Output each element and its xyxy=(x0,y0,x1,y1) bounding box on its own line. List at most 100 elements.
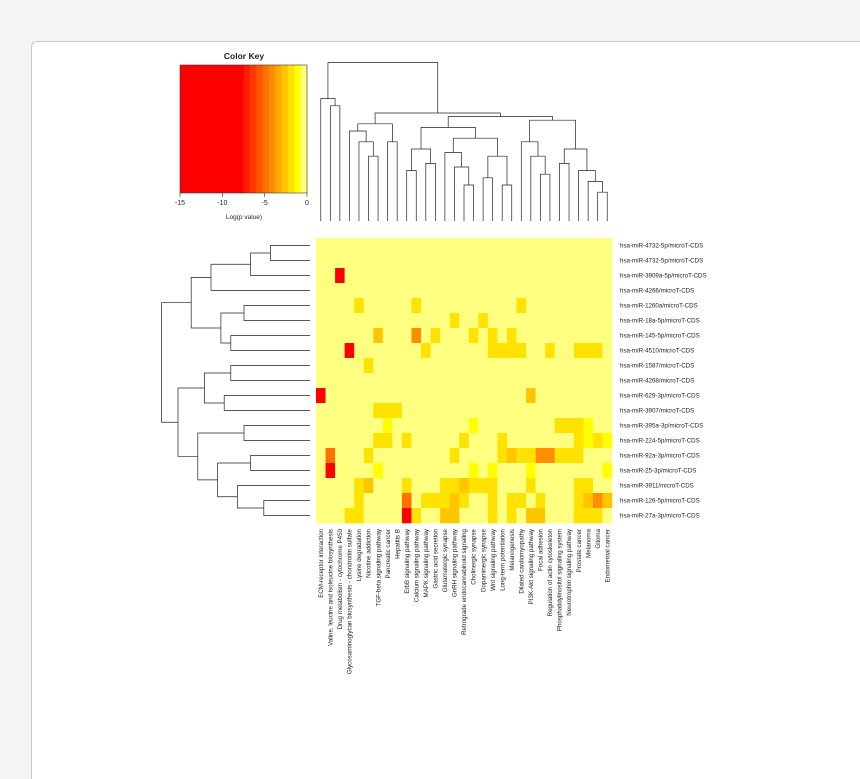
heatmap-cell xyxy=(411,328,422,344)
heatmap-cell xyxy=(421,253,431,269)
heatmap-cell xyxy=(344,388,355,404)
dendrogram-link xyxy=(220,312,244,344)
heatmap-cell xyxy=(487,508,498,524)
heatmap-cell xyxy=(354,268,365,284)
heatmap-cell xyxy=(583,508,594,524)
color-key-strip xyxy=(256,65,263,193)
heatmap-cell xyxy=(430,283,441,299)
heatmap-cell xyxy=(526,388,536,404)
heatmap-cell xyxy=(392,493,403,509)
heatmap-cell xyxy=(449,463,460,479)
heatmap-cell xyxy=(373,508,384,524)
heatmap-cell xyxy=(344,238,355,254)
dendrogram-link xyxy=(374,112,501,124)
heatmap-cell xyxy=(487,478,498,494)
heatmap-cell xyxy=(592,298,603,314)
column-label: Cholinergic synapse xyxy=(471,528,478,584)
heatmap-cell xyxy=(592,283,603,299)
heatmap-cell xyxy=(440,478,450,494)
heatmap-cell xyxy=(583,283,594,299)
heatmap-cell xyxy=(573,403,584,419)
heatmap-cell xyxy=(421,268,431,284)
heatmap-cell xyxy=(506,268,517,284)
heatmap-cell xyxy=(478,418,489,434)
heatmap-cell xyxy=(602,373,613,389)
dendrogram-link xyxy=(578,170,596,221)
dendrogram-link xyxy=(425,163,436,221)
heatmap-cell xyxy=(363,238,374,254)
column-label: Calcium signaling pathway xyxy=(413,528,420,602)
heatmap-cell xyxy=(373,268,384,284)
heatmap-cell xyxy=(602,283,613,299)
heatmap-cell xyxy=(316,463,326,479)
heatmap-cell xyxy=(344,343,355,359)
heatmap-cell xyxy=(592,238,603,254)
heatmap-cell xyxy=(373,298,384,314)
heatmap-cell xyxy=(516,508,527,524)
heatmap-cell xyxy=(573,298,584,314)
heatmap-cell xyxy=(554,313,565,329)
heatmap-cell xyxy=(363,358,374,374)
heatmap-cell xyxy=(478,493,489,509)
color-key-title: Color Key xyxy=(224,51,264,61)
heatmap-cell xyxy=(421,508,431,524)
heatmap-cell xyxy=(401,388,412,404)
heatmap-cell xyxy=(440,238,450,254)
heatmap-cell xyxy=(354,298,365,314)
heatmap-cell xyxy=(392,283,403,299)
heatmap-svg: Color Key -15 -10 -5 0 Log(p value) hsa-miR… xyxy=(161,51,707,674)
heatmap-cell xyxy=(592,418,603,434)
heatmap-cell xyxy=(583,373,594,389)
row-label: hsa-miR-145-5p/microT-CDS xyxy=(620,333,700,340)
heatmap-cell xyxy=(554,268,565,284)
heatmap-cell xyxy=(592,328,603,344)
heatmap-cell xyxy=(564,493,575,509)
heatmap-cell xyxy=(325,373,336,389)
heatmap-cell xyxy=(373,463,384,479)
heatmap-cell xyxy=(316,358,326,374)
heatmap-cell xyxy=(440,433,450,449)
heatmap-cell xyxy=(468,403,479,419)
heatmap-cell xyxy=(573,418,584,434)
heatmap-cell xyxy=(583,328,594,344)
heatmap-cell xyxy=(487,298,498,314)
heatmap-cell xyxy=(344,358,355,374)
color-key-strip xyxy=(230,65,238,193)
heatmap-cell xyxy=(382,448,393,464)
heatmap-cell xyxy=(602,433,613,449)
heatmap-cell xyxy=(344,283,355,299)
heatmap-cell xyxy=(325,478,336,494)
column-label: MAPK signaling pathway xyxy=(423,528,430,597)
heatmap-cell xyxy=(382,493,393,509)
heatmap-cell xyxy=(316,418,326,434)
heatmap-cell xyxy=(506,358,517,374)
heatmap-cell xyxy=(421,373,431,389)
heatmap-cell xyxy=(316,403,326,419)
heatmap-cell xyxy=(430,238,441,254)
heatmap-cell xyxy=(392,433,403,449)
heatmap-cell xyxy=(535,388,546,404)
heatmap-cell xyxy=(411,298,422,314)
heatmap-cell xyxy=(316,328,326,344)
heatmap-cell xyxy=(440,403,450,419)
heatmap-cell xyxy=(468,253,479,269)
heatmap-cell xyxy=(516,328,527,344)
dendrogram-link xyxy=(563,148,588,171)
heatmap-cell xyxy=(554,298,565,314)
column-label: Gastric acid secretion xyxy=(433,528,440,588)
heatmap-cell xyxy=(421,403,431,419)
heatmap-cell xyxy=(592,358,603,374)
heatmap-cell xyxy=(382,328,393,344)
heatmap-cell xyxy=(478,478,489,494)
heatmap-cell xyxy=(545,433,556,449)
heatmap-cell xyxy=(506,418,517,434)
heatmap-cell xyxy=(592,268,603,284)
heatmap-cell xyxy=(449,433,460,449)
heatmap-cell xyxy=(335,448,345,464)
heatmap-cell xyxy=(335,388,345,404)
heatmap-cell xyxy=(316,298,326,314)
dendrogram-link xyxy=(204,372,231,404)
heatmap-cell xyxy=(382,298,393,314)
heatmap-cell xyxy=(316,493,326,509)
heatmap-cell xyxy=(573,478,584,494)
